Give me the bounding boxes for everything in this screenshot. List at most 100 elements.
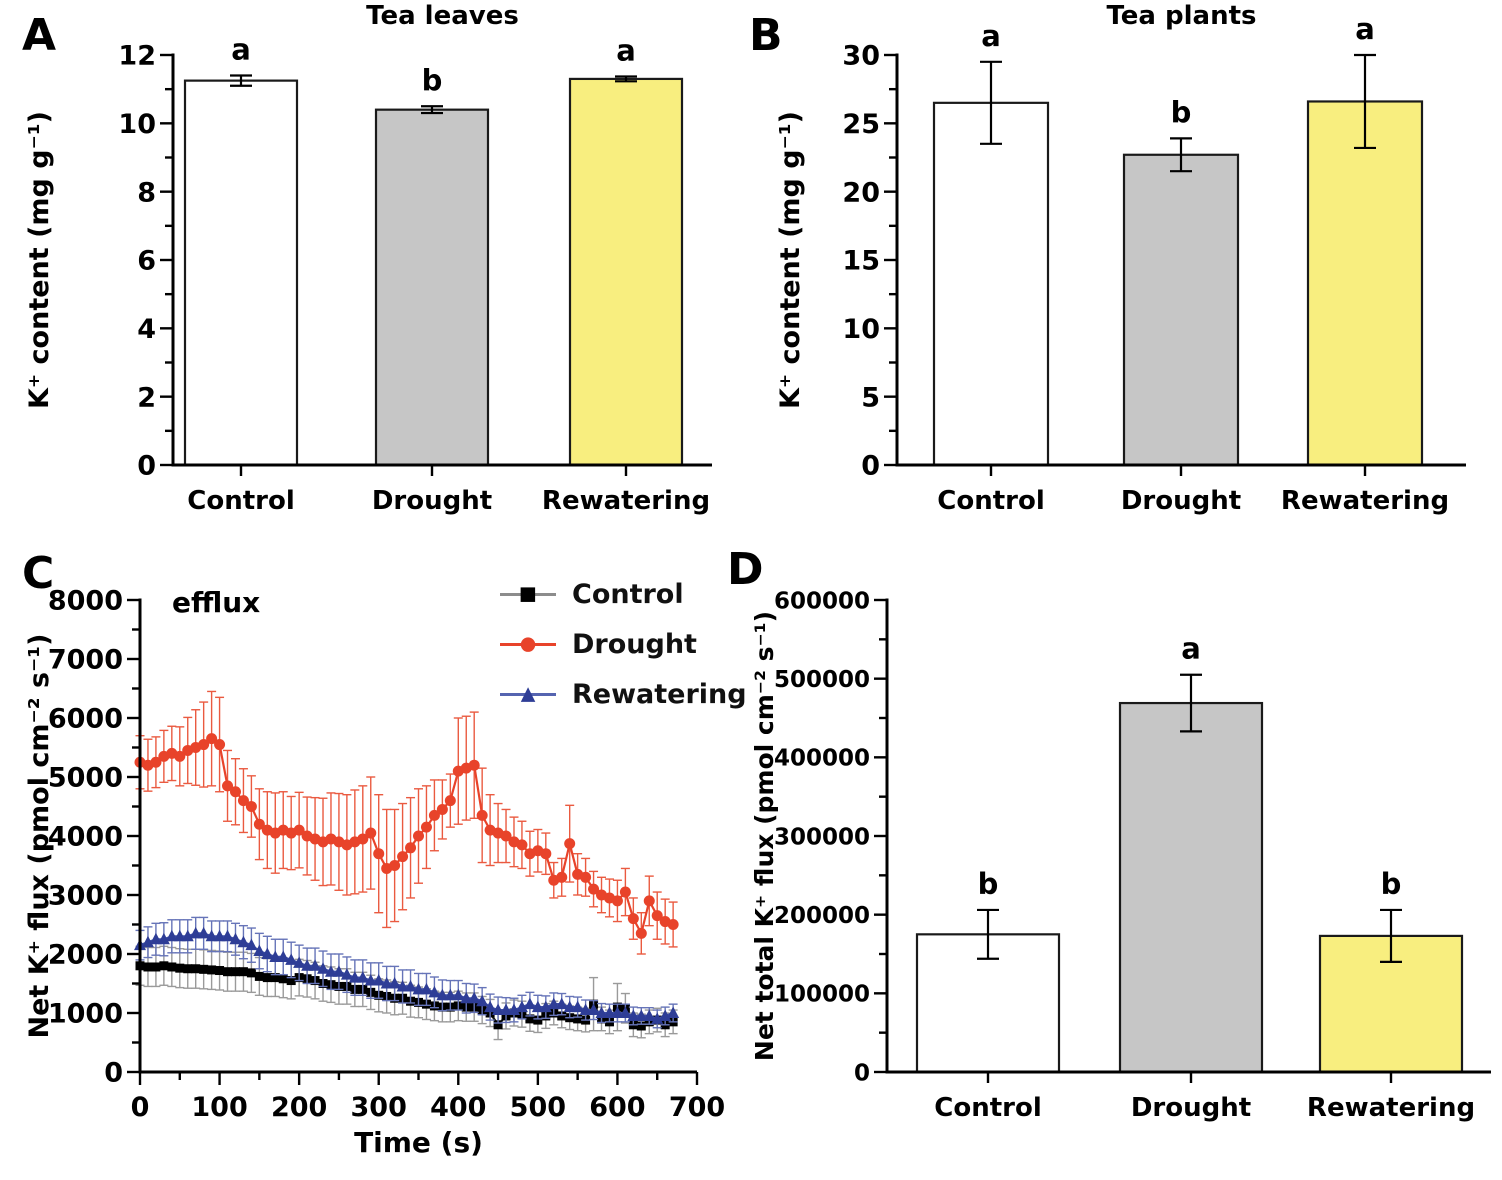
svg-text:Control: Control [187,486,294,516]
legend: ■ Control ● Drought ▲ Rewatering [500,576,747,712]
legend-line: ■ [500,584,556,603]
bars: b Control a Drought b Rewatering [915,632,1475,1123]
svg-text:3000: 3000 [48,881,123,912]
svg-text:300: 300 [351,1092,407,1123]
series-drought [134,690,679,955]
svg-text:Rewatering: Rewatering [1307,1093,1475,1123]
bars: a Control b Drought a Rewatering [183,33,710,516]
svg-text:4: 4 [137,314,156,345]
legend-item-rewatering: ▲ Rewatering [500,676,747,712]
svg-text:a: a [231,33,251,67]
svg-text:b: b [1171,95,1192,129]
svg-text:30: 30 [842,41,880,72]
panel-b-chart: a Control b Drought a Rewatering 0 5 10 15 20 25 30 [842,12,1466,516]
svg-text:Rewatering: Rewatering [542,486,710,516]
legend-label-rewatering: Rewatering [572,678,747,710]
svg-text:200000: 200000 [774,903,870,929]
svg-text:2000: 2000 [48,940,123,971]
svg-text:10: 10 [842,314,880,345]
panel-a-y-axis-label: K⁺ content (mg g⁻¹) [24,110,55,410]
svg-text:10: 10 [118,109,156,140]
svg-text:5000: 5000 [48,763,123,794]
svg-text:500: 500 [510,1092,566,1123]
svg-text:1000: 1000 [48,999,123,1030]
panel-d-plot: b Control a Drought b Rewatering 0 100000 200000… [774,588,1491,1123]
legend-square-icon: ■ [519,582,537,605]
legend-item-drought: ● Drought [500,626,747,662]
svg-text:600: 600 [589,1092,645,1123]
svg-text:a: a [1181,632,1201,666]
legend-label-drought: Drought [572,628,697,660]
svg-text:200: 200 [271,1092,327,1123]
svg-text:500000: 500000 [774,667,870,693]
legend-item-control: ■ Control [500,576,747,612]
svg-text:100: 100 [191,1092,247,1123]
svg-text:25: 25 [842,109,880,140]
panel-b-plot: a Control b Drought a Rewatering 0 5 10 15 20 25 30 [842,12,1466,516]
y-axis-ticks: 0 1000 2000 3000 4000 5000 6000 7000 8000 [48,586,140,1089]
svg-text:0: 0 [131,1092,150,1123]
svg-text:700: 700 [669,1092,725,1123]
svg-text:0: 0 [104,1058,123,1089]
panel-c-x-axis-label: Time (s) [354,1126,483,1159]
panel-c-chart: 0 100 200 300 400 500 600 700010002000300040005… [48,586,725,1123]
svg-text:100000: 100000 [774,982,870,1008]
bars: a Control b Drought a Rewatering [932,12,1449,516]
svg-text:Drought: Drought [1121,486,1241,516]
svg-text:0: 0 [137,451,156,482]
panel-label-d: D [727,544,764,595]
svg-text:400000: 400000 [774,746,870,772]
legend-triangle-icon: ▲ [520,682,536,705]
series-rewatering [134,916,680,1029]
panel-b-title: Tea plants [1106,1,1257,31]
panel-label-b: B [749,10,783,61]
panel-label-c: C [22,548,55,599]
svg-text:4000: 4000 [48,822,123,853]
panel-a-title: Tea leaves [366,1,519,31]
panel-d-y-axis-label: Net total K⁺ flux (pmol cm⁻² s⁻¹) [750,610,779,1062]
svg-text:b: b [978,867,999,901]
svg-text:6: 6 [137,246,156,277]
panel-b-y-axis-label: K⁺ content (mg g⁻¹) [775,110,806,410]
svg-text:Rewatering: Rewatering [1281,486,1449,516]
svg-text:Control: Control [937,486,1044,516]
svg-text:400: 400 [430,1092,486,1123]
svg-text:a: a [616,34,636,68]
svg-text:a: a [1355,12,1375,46]
svg-text:Control: Control [934,1093,1041,1123]
svg-text:8000: 8000 [48,586,123,617]
svg-text:5: 5 [861,382,880,413]
svg-text:2: 2 [137,382,156,413]
efflux-annotation: efflux [172,586,261,619]
svg-text:0: 0 [854,1060,870,1086]
svg-text:b: b [422,63,443,97]
svg-text:b: b [1381,867,1402,901]
svg-text:20: 20 [842,177,880,208]
panel-d-chart: b Control a Drought b Rewatering 0 100000 200000… [774,588,1491,1123]
legend-label-control: Control [572,578,684,610]
legend-line: ▲ [500,684,556,703]
svg-text:a: a [981,19,1001,53]
svg-text:600000: 600000 [774,588,870,614]
svg-text:300000: 300000 [774,824,870,850]
svg-text:Drought: Drought [372,486,492,516]
svg-text:15: 15 [842,246,880,277]
y-axis-ticks: 0 100000 200000 300000 400000 500000 600000 [774,588,887,1086]
svg-text:8: 8 [137,177,156,208]
series-control [135,945,678,1041]
panel-c-y-axis-label: Net K⁺ flux (pmol cm⁻² s⁻¹) [24,633,55,1039]
panel-c-plot: 0 100 200 300 400 500 600 700010002000300040005… [48,586,725,1123]
y-axis-ticks: 0 5 10 15 20 25 30 [842,41,897,482]
svg-text:0: 0 [861,451,880,482]
svg-text:Drought: Drought [1131,1093,1251,1123]
y-axis-ticks: 0 2 4 6 8 10 12 [118,41,173,482]
svg-text:12: 12 [118,41,156,72]
panel-a-chart: a Control b Drought a Rewatering 0 2 4 6 8 10 12 [118,33,712,516]
panel-a-plot: a Control b Drought a Rewatering 0 2 4 6 8 10 12 [118,33,712,516]
svg-text:7000: 7000 [48,645,123,676]
legend-line: ● [500,634,556,653]
panel-label-a: A [22,10,57,61]
svg-text:6000: 6000 [48,704,123,735]
legend-circle-icon: ● [519,632,537,655]
